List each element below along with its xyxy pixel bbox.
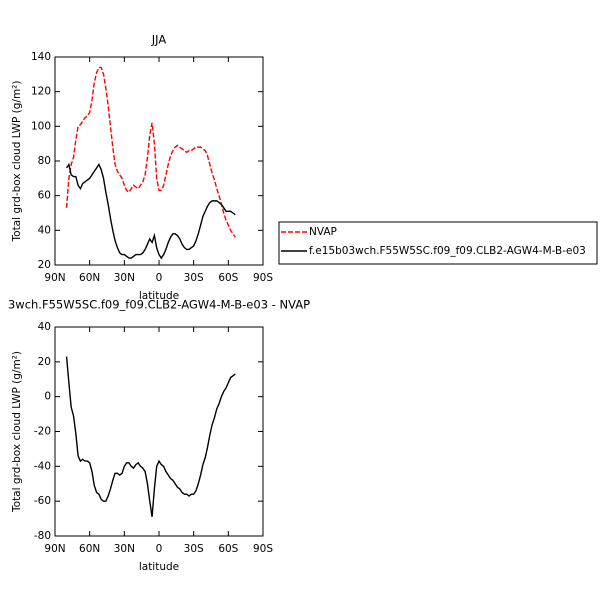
legend-label: f.e15b03wch.F55W5SC.f09_f09.CLB2-AGW4-M-… (309, 245, 586, 257)
x-tick-label: 0 (156, 543, 163, 555)
data-line (65, 66, 236, 238)
y-tick-label: -60 (34, 495, 51, 507)
plot-frame (54, 56, 264, 266)
data-line (65, 356, 236, 517)
x-tick-label: 30N (114, 272, 135, 284)
y-tick-label: -20 (34, 426, 51, 438)
y-tick-label: 0 (44, 391, 51, 403)
x-tick-label: 30S (184, 272, 204, 284)
panel: 3wch.F55W5SC.f09_f09.CLB2-AGW4-M-B-e03 -… (8, 298, 310, 574)
x-tick-label: 90S (253, 543, 273, 555)
chart-title: JJA (151, 33, 167, 47)
y-tick-label: 100 (31, 120, 51, 132)
x-tick-label: 30N (114, 543, 135, 555)
y-tick-label: 120 (31, 86, 51, 98)
y-tick-label: 40 (38, 321, 51, 333)
panel: JJA latitude Total grd-box cloud LWP (g/m²… (11, 33, 598, 302)
x-axis-label: latitude (139, 290, 179, 302)
plot-frame (54, 326, 264, 537)
legend-frame (278, 221, 598, 265)
x-tick-label: 60N (79, 543, 100, 555)
x-tick-label: 60S (218, 543, 238, 555)
chart-title: 3wch.F55W5SC.f09_f09.CLB2-AGW4-M-B-e03 -… (8, 298, 310, 312)
y-tick-label: 60 (38, 190, 51, 202)
x-tick-label: 60N (79, 272, 100, 284)
x-tick-label: 90S (253, 272, 273, 284)
y-tick-label: 40 (38, 224, 51, 236)
y-tick-label: -40 (34, 460, 51, 472)
legend-label: NVAP (309, 226, 337, 238)
y-tick-label: -80 (34, 530, 51, 542)
x-tick-label: 90N (44, 543, 65, 555)
y-tick-label: 20 (38, 259, 51, 271)
y-tick-label: 140 (31, 51, 51, 63)
data-line (65, 162, 236, 260)
x-tick-label: 90N (44, 272, 65, 284)
x-axis-label: latitude (139, 561, 179, 573)
y-tick-label: 80 (38, 155, 51, 167)
x-tick-label: 60S (218, 272, 238, 284)
y-axis-label: Total grd-box cloud LWP (g/m²) (11, 81, 23, 243)
y-tick-label: 20 (38, 356, 51, 368)
x-tick-label: 0 (156, 272, 163, 284)
x-tick-label: 30S (184, 543, 204, 555)
y-axis-label: Total grd-box cloud LWP (g/m²) (11, 351, 23, 513)
